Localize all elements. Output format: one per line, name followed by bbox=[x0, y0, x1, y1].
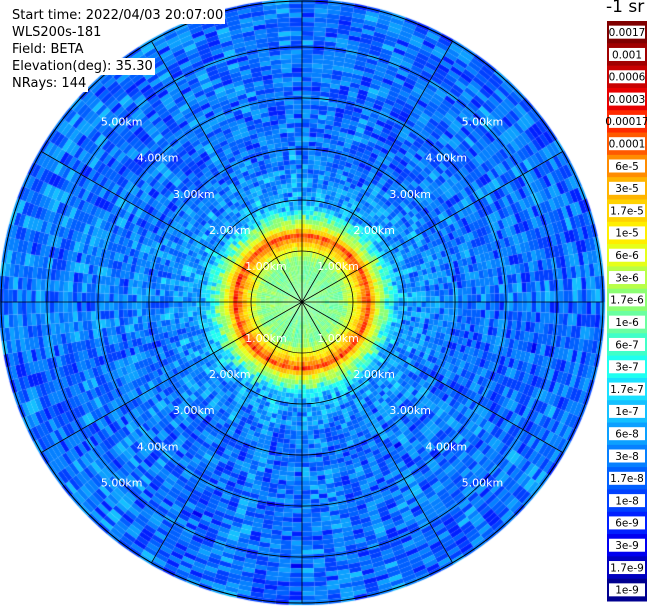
colorbar-unit: -1 sr bbox=[606, 0, 645, 17]
range-ring-label: 4.00km bbox=[137, 440, 179, 453]
range-ring-label: 4.00km bbox=[426, 152, 468, 165]
range-ring-label: 5.00km bbox=[462, 116, 504, 129]
azimuth-spoke bbox=[301, 301, 563, 453]
range-ring bbox=[199, 199, 405, 405]
start-time: Start time: 2022/04/03 20:07:00 bbox=[12, 7, 226, 24]
azimuth-spoke bbox=[151, 41, 303, 303]
azimuth-spoke bbox=[301, 301, 453, 563]
range-ring bbox=[250, 250, 354, 354]
range-ring-label: 2.00km bbox=[353, 224, 395, 237]
nrays: NRays: 144 bbox=[12, 75, 89, 92]
range-ring-label: 5.00km bbox=[462, 476, 504, 489]
range-ring-label: 2.00km bbox=[209, 224, 251, 237]
field-name: Field: BETA bbox=[12, 41, 86, 58]
azimuth-spoke bbox=[41, 151, 303, 303]
range-ring-label: 3.00km bbox=[173, 188, 215, 201]
range-ring-label: 1.00km bbox=[245, 260, 287, 273]
elevation: Elevation(deg): 35.30 bbox=[12, 58, 155, 75]
range-ring-label: 1.00km bbox=[245, 332, 287, 345]
range-ring-label: 3.00km bbox=[389, 404, 431, 417]
instrument-name: WLS200s-181 bbox=[12, 24, 104, 41]
range-ring-label: 4.00km bbox=[137, 152, 179, 165]
range-ring-label: 1.00km bbox=[317, 260, 359, 273]
azimuth-spoke bbox=[41, 301, 303, 453]
range-ring-label: 5.00km bbox=[101, 476, 143, 489]
range-ring-label: 2.00km bbox=[209, 368, 251, 381]
range-ring-label: 1.00km bbox=[317, 332, 359, 345]
scan-info: Start time: 2022/04/03 20:07:00 WLS200s-… bbox=[12, 7, 226, 92]
azimuth-spoke bbox=[151, 301, 303, 563]
range-ring-label: 3.00km bbox=[389, 188, 431, 201]
range-ring bbox=[46, 46, 558, 558]
range-ring-label: 2.00km bbox=[353, 368, 395, 381]
range-ring bbox=[97, 97, 507, 507]
range-ring-label: 5.00km bbox=[101, 116, 143, 129]
azimuth-spoke bbox=[301, 41, 453, 303]
range-ring bbox=[148, 148, 456, 456]
range-ring-label: 3.00km bbox=[173, 404, 215, 417]
azimuth-spoke bbox=[301, 151, 563, 303]
range-ring-label: 4.00km bbox=[426, 440, 468, 453]
